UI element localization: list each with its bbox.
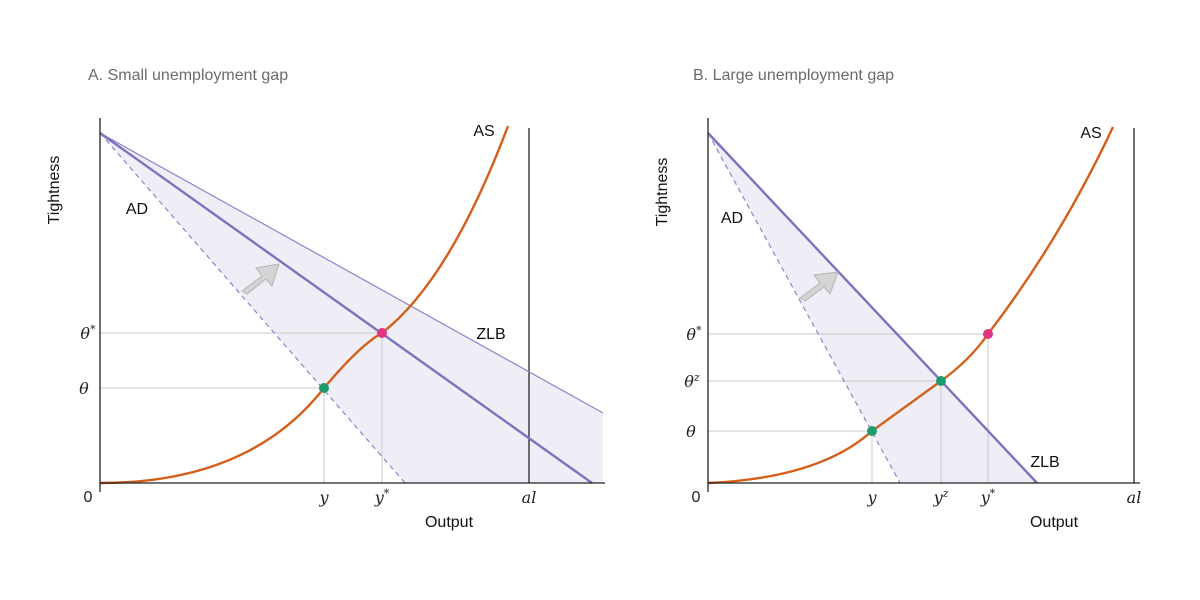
panel-a-title: A. Small unemployment gap: [88, 67, 288, 84]
panel-b-xtick-al: al: [1127, 488, 1142, 507]
panel-a-ytick-theta: θ: [79, 379, 89, 398]
panel-a-shaded-region: [100, 133, 603, 483]
panel-a-zlb-label: ZLB: [476, 326, 505, 343]
panel-b-xtick-y-star: y*: [980, 487, 996, 507]
panel-a-shift-arrow-icon: [241, 263, 280, 295]
panel-a-as-curve: [99, 125, 510, 485]
panel-a-equilibrium-point: [319, 383, 329, 393]
panel-a-y-axis-title: Tightness: [46, 156, 63, 225]
panel-a-xtick-al: al: [522, 488, 537, 507]
panel-a-origin-label: 0: [84, 489, 93, 506]
panel-b-xtick-y: y: [866, 488, 877, 507]
panel-b-origin-label: 0: [692, 489, 701, 506]
panel-b: B. Large unemployment gap Tightness Outp…: [654, 67, 1141, 531]
panel-b-ytick-theta-star: θ*: [686, 324, 702, 344]
panel-b-zlb-label: ZLB: [1030, 454, 1059, 471]
panel-b-as-label: AS: [1080, 125, 1101, 142]
panel-b-ytick-theta: θ: [686, 422, 696, 441]
panel-b-xtick-y-z: yz: [933, 487, 949, 507]
panel-b-ytick-theta-z: θz: [684, 371, 700, 391]
panel-a-xtick-y-star: y*: [374, 487, 390, 507]
panel-a-as-label: AS: [473, 123, 494, 140]
panel-b-shift-arrow-icon: [799, 271, 839, 302]
panel-b-efficient-point: [983, 329, 993, 339]
panel-a-x-axis-title: Output: [425, 514, 474, 531]
panel-b-x-axis-title: Output: [1030, 514, 1079, 531]
panel-b-zlb-equilibrium-point: [936, 376, 946, 386]
panel-b-ad-curve: [707, 132, 1038, 484]
panel-a: A. Small unemployment gap Tightness Outp…: [46, 67, 605, 531]
panel-b-ad-label: AD: [721, 210, 743, 227]
panel-b-ad-dashed-curve: [707, 132, 901, 484]
panel-a-xtick-y: y: [318, 488, 329, 507]
panel-a-efficient-point: [377, 328, 387, 338]
panel-a-ad-label: AD: [126, 201, 148, 218]
panel-a-zlb-curve: [99, 132, 604, 414]
panel-b-y-axis-title: Tightness: [654, 158, 671, 227]
panel-a-ad-curve: [99, 132, 593, 484]
panel-b-equilibrium-point: [867, 426, 877, 436]
panel-b-title: B. Large unemployment gap: [693, 67, 894, 84]
panel-a-ytick-theta-star: θ*: [80, 323, 96, 343]
